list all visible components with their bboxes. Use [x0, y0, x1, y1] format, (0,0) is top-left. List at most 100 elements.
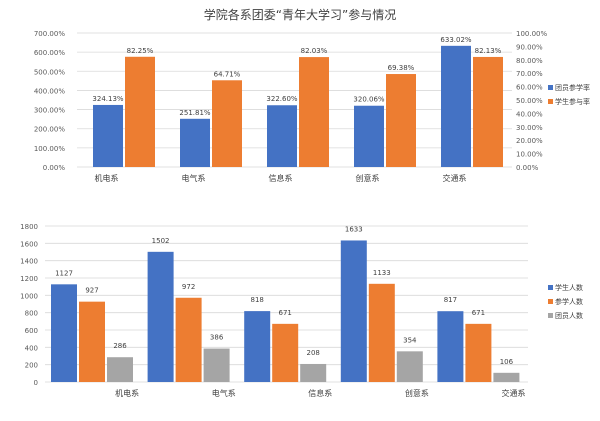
y2-tick-label: 10.00%	[516, 151, 543, 159]
bar	[267, 105, 297, 167]
bar	[51, 284, 77, 382]
y-tick-label: 800	[25, 310, 38, 318]
x-tick-label: 信息系	[269, 173, 293, 183]
data-label: 671	[279, 309, 292, 317]
bar	[300, 363, 327, 382]
chart-title: 学院各系团委“青年大学习”参与情况	[203, 8, 397, 22]
participation-rate-chart: 0.00% 100.00% 200.00% 300.00% 400.00% 500.00%…	[34, 30, 590, 183]
x-tick-label: 机电系	[115, 388, 139, 398]
y2-tick-label: 60.00%	[516, 84, 543, 92]
x-tick-label: 创意系	[356, 173, 380, 183]
bar	[299, 57, 329, 167]
data-label: 818	[251, 296, 264, 304]
bar	[272, 323, 299, 382]
data-label: 82.13%	[475, 47, 502, 55]
data-label: 320.06%	[353, 96, 384, 104]
legend-label: 学生参与率	[555, 97, 590, 106]
y2-tick-label: 30.00%	[516, 124, 543, 132]
x-tick-label: 创意系	[405, 388, 429, 398]
x-tick-label: 机电系	[95, 173, 119, 183]
y2-tick-label: 80.00%	[516, 57, 543, 65]
data-label: 1127	[55, 269, 73, 277]
data-label: 386	[210, 334, 224, 342]
y-tick-label: 0	[34, 379, 38, 387]
legend-swatch	[548, 299, 553, 304]
y2-tick-label: 50.00%	[516, 97, 543, 105]
data-label: 1502	[152, 237, 170, 245]
bar	[93, 104, 123, 167]
bar	[147, 251, 174, 382]
y-tick-label: 200.00%	[34, 126, 65, 134]
legend-swatch	[548, 85, 553, 90]
y-tick-label: 600	[25, 327, 38, 335]
bar	[212, 80, 242, 167]
data-label: 1633	[345, 225, 363, 233]
bar	[180, 118, 210, 167]
bar	[79, 301, 105, 382]
y-tick-label: 500.00%	[34, 68, 65, 76]
data-label: 671	[472, 309, 485, 317]
data-label: 251.81%	[179, 109, 210, 117]
x-tick-label: 电气系	[182, 173, 206, 183]
bar	[203, 348, 230, 382]
bar	[493, 372, 520, 382]
bar	[368, 283, 395, 382]
data-label: 208	[307, 349, 320, 357]
y-tick-label: 200	[25, 362, 38, 370]
data-label: 972	[182, 283, 195, 291]
data-label: 69.38%	[388, 64, 415, 72]
y-tick-label: 1400	[20, 258, 38, 266]
legend-label: 团员参学率	[555, 83, 590, 92]
data-label: 106	[500, 358, 514, 366]
y-tick-label: 0.00%	[43, 164, 66, 172]
legend-swatch	[548, 313, 553, 318]
bar	[396, 351, 423, 382]
y-tick-label: 700.00%	[34, 30, 65, 38]
data-label: 817	[444, 296, 457, 304]
data-label: 64.71%	[214, 70, 241, 78]
y-tick-label: 100.00%	[34, 145, 65, 153]
x-tick-label: 电气系	[212, 388, 236, 398]
data-label: 322.60%	[266, 95, 297, 103]
legend-swatch	[548, 99, 553, 104]
legend-label: 团员人数	[555, 311, 583, 320]
legend-swatch	[548, 285, 553, 290]
bar	[244, 311, 271, 382]
y-tick-label: 1000	[20, 292, 38, 300]
x-tick-label: 交通系	[502, 388, 526, 398]
bar	[437, 311, 464, 382]
data-label: 1133	[373, 269, 391, 277]
bar	[354, 105, 384, 167]
data-label: 82.03%	[301, 47, 328, 55]
data-label: 354	[403, 336, 417, 344]
data-label: 633.02%	[440, 36, 471, 44]
bar	[125, 56, 155, 167]
data-label: 927	[85, 287, 98, 295]
y2-tick-label: 20.00%	[516, 137, 543, 145]
legend-label: 参学人数	[555, 297, 583, 306]
bar	[386, 74, 416, 167]
bar	[340, 240, 367, 382]
y2-tick-label: 0.00%	[516, 164, 539, 172]
y-tick-label: 1600	[20, 240, 38, 248]
y-tick-label: 300.00%	[34, 107, 65, 115]
y-tick-label: 400	[25, 344, 38, 352]
y2-tick-label: 90.00%	[516, 43, 543, 51]
y-tick-label: 1200	[20, 275, 38, 283]
headcount-chart: 0 200 400 600 800 1000 1200 1400 1600 1800 机电系 1127…	[20, 223, 583, 398]
data-label: 324.13%	[92, 95, 123, 103]
bar	[465, 323, 492, 382]
y-tick-label: 600.00%	[34, 49, 65, 57]
x-tick-label: 信息系	[308, 388, 332, 398]
bar	[175, 297, 202, 382]
x-tick-label: 交通系	[443, 173, 467, 183]
y2-tick-label: 70.00%	[516, 70, 543, 78]
bar	[441, 45, 471, 167]
data-label: 286	[113, 342, 127, 350]
bar	[473, 56, 503, 167]
y-tick-label: 1800	[20, 223, 38, 231]
legend-label: 学生人数	[555, 283, 583, 292]
y2-tick-label: 40.00%	[516, 110, 543, 118]
y2-tick-label: 100.00%	[516, 30, 547, 38]
